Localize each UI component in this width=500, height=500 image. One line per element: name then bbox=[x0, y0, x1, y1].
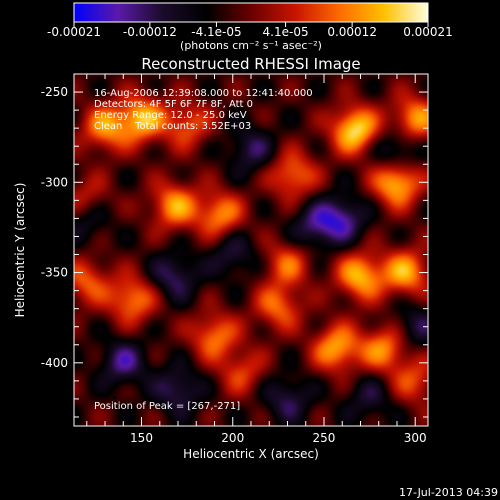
y-tick-label: -400 bbox=[41, 356, 68, 370]
x-tick-label: 250 bbox=[313, 431, 336, 445]
y-tick-label: -250 bbox=[41, 85, 68, 99]
colorbar-tick-label: -0.00012 bbox=[123, 25, 177, 39]
colorbar-gradient bbox=[73, 2, 429, 23]
peak-marker bbox=[113, 396, 117, 400]
colorbar-unit-label: (photons cm⁻² s⁻¹ asec⁻²) bbox=[180, 39, 322, 52]
annotation-detectors: Detectors: 4F 5F 6F 7F 8F, Att 0 bbox=[94, 99, 253, 110]
annotation-clean-counts: Clean Total counts: 3.52E+03 bbox=[94, 121, 251, 132]
x-tick-label: 300 bbox=[404, 431, 427, 445]
annotation-block: 16-Aug-2006 12:39:08.000 to 12:41:40.000… bbox=[94, 88, 313, 132]
y-tick-label: -300 bbox=[41, 175, 68, 189]
x-tick-label: 150 bbox=[130, 431, 153, 445]
peak-position-label: Position of Peak = [267,-271] bbox=[94, 401, 240, 412]
y-tick-label: -350 bbox=[41, 266, 68, 280]
colorbar-ticks: -0.00021 -0.00012 -4.1e-05 4.1e-05 0.00012 0.… bbox=[47, 22, 453, 39]
annotation-time-range: 16-Aug-2006 12:39:08.000 to 12:41:40.000 bbox=[94, 88, 313, 99]
y-axis-label: Heliocentric Y (arcsec) bbox=[13, 183, 27, 318]
x-axis-label: Heliocentric X (arcsec) bbox=[183, 447, 319, 461]
annotation-energy-range: Energy Range: 12.0 - 25.0 keV bbox=[94, 110, 247, 121]
x-axis-ticks: 150 200 250 300 bbox=[86, 74, 427, 445]
x-tick-label: 200 bbox=[221, 431, 244, 445]
colorbar-tick-label: 4.1e-05 bbox=[263, 25, 309, 39]
colorbar: -0.00021 -0.00012 -4.1e-05 4.1e-05 0.00012 0.… bbox=[47, 2, 453, 52]
footer-timestamp: 17-Jul-2013 04:39 bbox=[399, 486, 498, 499]
colorbar-tick-label: 0.00021 bbox=[403, 25, 453, 39]
colorbar-tick-label: -4.1e-05 bbox=[191, 25, 241, 39]
y-axis-ticks: -250 -300 -350 -400 bbox=[41, 73, 428, 418]
colorbar-tick-label: -0.00021 bbox=[47, 25, 101, 39]
chart-title: Reconstructed RHESSI Image bbox=[141, 55, 360, 73]
heatmap-image bbox=[74, 74, 428, 426]
colorbar-tick-label: 0.00012 bbox=[327, 25, 377, 39]
